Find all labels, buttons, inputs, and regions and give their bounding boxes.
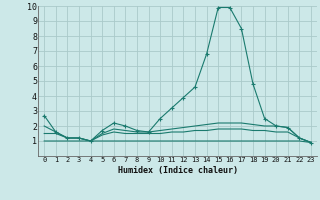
X-axis label: Humidex (Indice chaleur): Humidex (Indice chaleur) [118,166,238,175]
